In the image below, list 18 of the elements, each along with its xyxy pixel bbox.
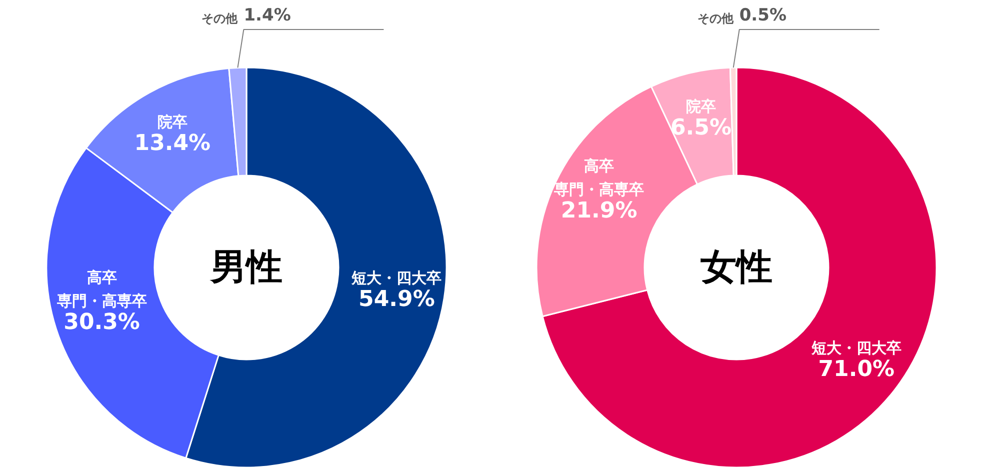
text: 女性	[700, 247, 772, 288]
slice-label: 高卒専門・高専卒	[56, 268, 147, 310]
slice-label: 院卒	[686, 98, 716, 116]
slice-label: その他	[202, 12, 239, 26]
slice-label: 院卒	[157, 112, 188, 131]
data-label: 30.3%	[64, 310, 140, 336]
slice-label: 短大・四大卒	[810, 338, 902, 357]
slice-label: 高卒専門・高専卒	[553, 157, 644, 199]
text: 男性	[210, 247, 282, 288]
slice-label: その他	[697, 12, 734, 26]
data-label: 13.4%	[134, 130, 211, 156]
data-label: 0.5%	[739, 6, 787, 26]
data-label: 1.4%	[244, 6, 291, 26]
slice-label: 短大・四大卒	[350, 268, 442, 287]
data-label: 71.0%	[818, 356, 895, 382]
data-label: 21.9%	[560, 198, 638, 224]
data-label: 54.9%	[358, 286, 435, 312]
data-label: 6.5%	[670, 116, 732, 141]
